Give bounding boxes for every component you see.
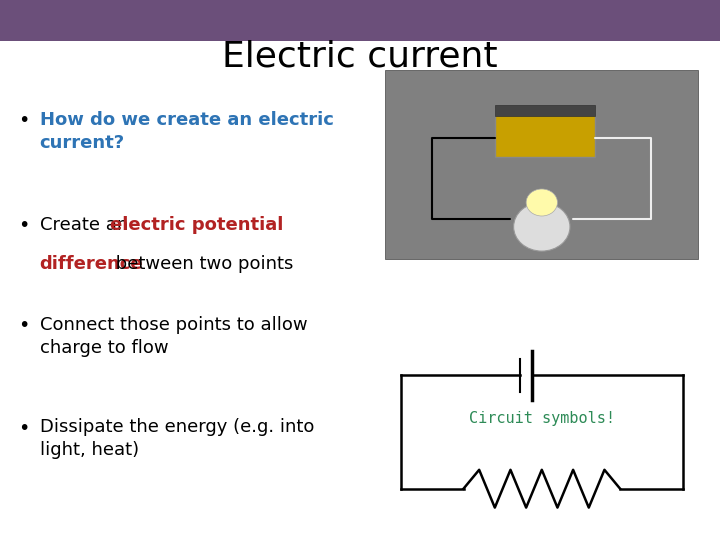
Bar — [385, 70, 698, 259]
Text: electric potential: electric potential — [110, 216, 284, 234]
Text: Electric current: Electric current — [222, 40, 498, 73]
Text: •: • — [18, 216, 30, 235]
Text: between two points: between two points — [110, 255, 294, 273]
Text: Create an: Create an — [40, 216, 134, 234]
Text: difference: difference — [40, 255, 143, 273]
Text: •: • — [18, 316, 30, 335]
Text: How do we create an electric
current?: How do we create an electric current? — [40, 111, 333, 152]
Text: Connect those points to allow
charge to flow: Connect those points to allow charge to … — [40, 316, 307, 357]
Text: Dissipate the energy (e.g. into
light, heat): Dissipate the energy (e.g. into light, h… — [40, 418, 314, 460]
Text: •: • — [18, 111, 30, 130]
Text: •: • — [18, 418, 30, 437]
Bar — [0, 0, 720, 40]
